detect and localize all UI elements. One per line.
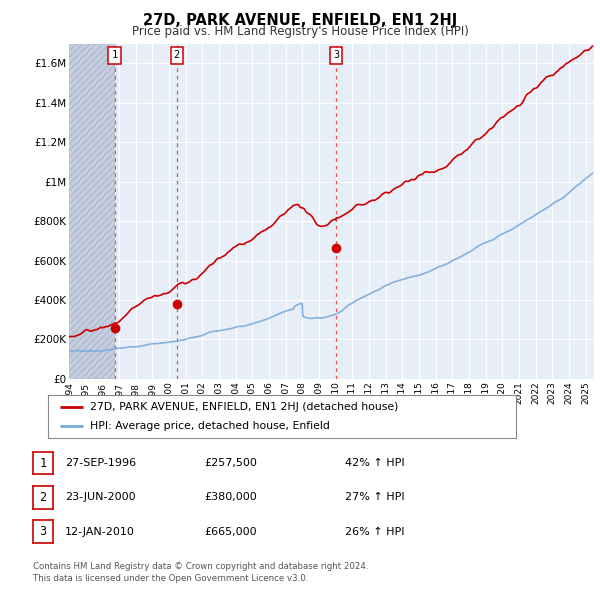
Text: £665,000: £665,000 — [204, 527, 257, 536]
Text: 12-JAN-2010: 12-JAN-2010 — [65, 527, 134, 536]
Text: 23-JUN-2000: 23-JUN-2000 — [65, 493, 136, 502]
Text: Price paid vs. HM Land Registry's House Price Index (HPI): Price paid vs. HM Land Registry's House … — [131, 25, 469, 38]
Text: 3: 3 — [40, 525, 46, 538]
Text: 2: 2 — [174, 50, 180, 60]
Text: HPI: Average price, detached house, Enfield: HPI: Average price, detached house, Enfi… — [90, 421, 330, 431]
Text: 42% ↑ HPI: 42% ↑ HPI — [345, 458, 404, 468]
Bar — [69, 44, 115, 379]
Text: £380,000: £380,000 — [204, 493, 257, 502]
Text: 3: 3 — [333, 50, 339, 60]
Text: 26% ↑ HPI: 26% ↑ HPI — [345, 527, 404, 536]
Text: 1: 1 — [112, 50, 118, 60]
Text: 1: 1 — [40, 457, 46, 470]
Text: 27D, PARK AVENUE, ENFIELD, EN1 2HJ: 27D, PARK AVENUE, ENFIELD, EN1 2HJ — [143, 13, 457, 28]
Text: 2: 2 — [40, 491, 46, 504]
Text: 27% ↑ HPI: 27% ↑ HPI — [345, 493, 404, 502]
Text: Contains HM Land Registry data © Crown copyright and database right 2024.
This d: Contains HM Land Registry data © Crown c… — [33, 562, 368, 583]
Text: 27-SEP-1996: 27-SEP-1996 — [65, 458, 136, 468]
Text: £257,500: £257,500 — [204, 458, 257, 468]
Text: 27D, PARK AVENUE, ENFIELD, EN1 2HJ (detached house): 27D, PARK AVENUE, ENFIELD, EN1 2HJ (deta… — [90, 402, 398, 412]
